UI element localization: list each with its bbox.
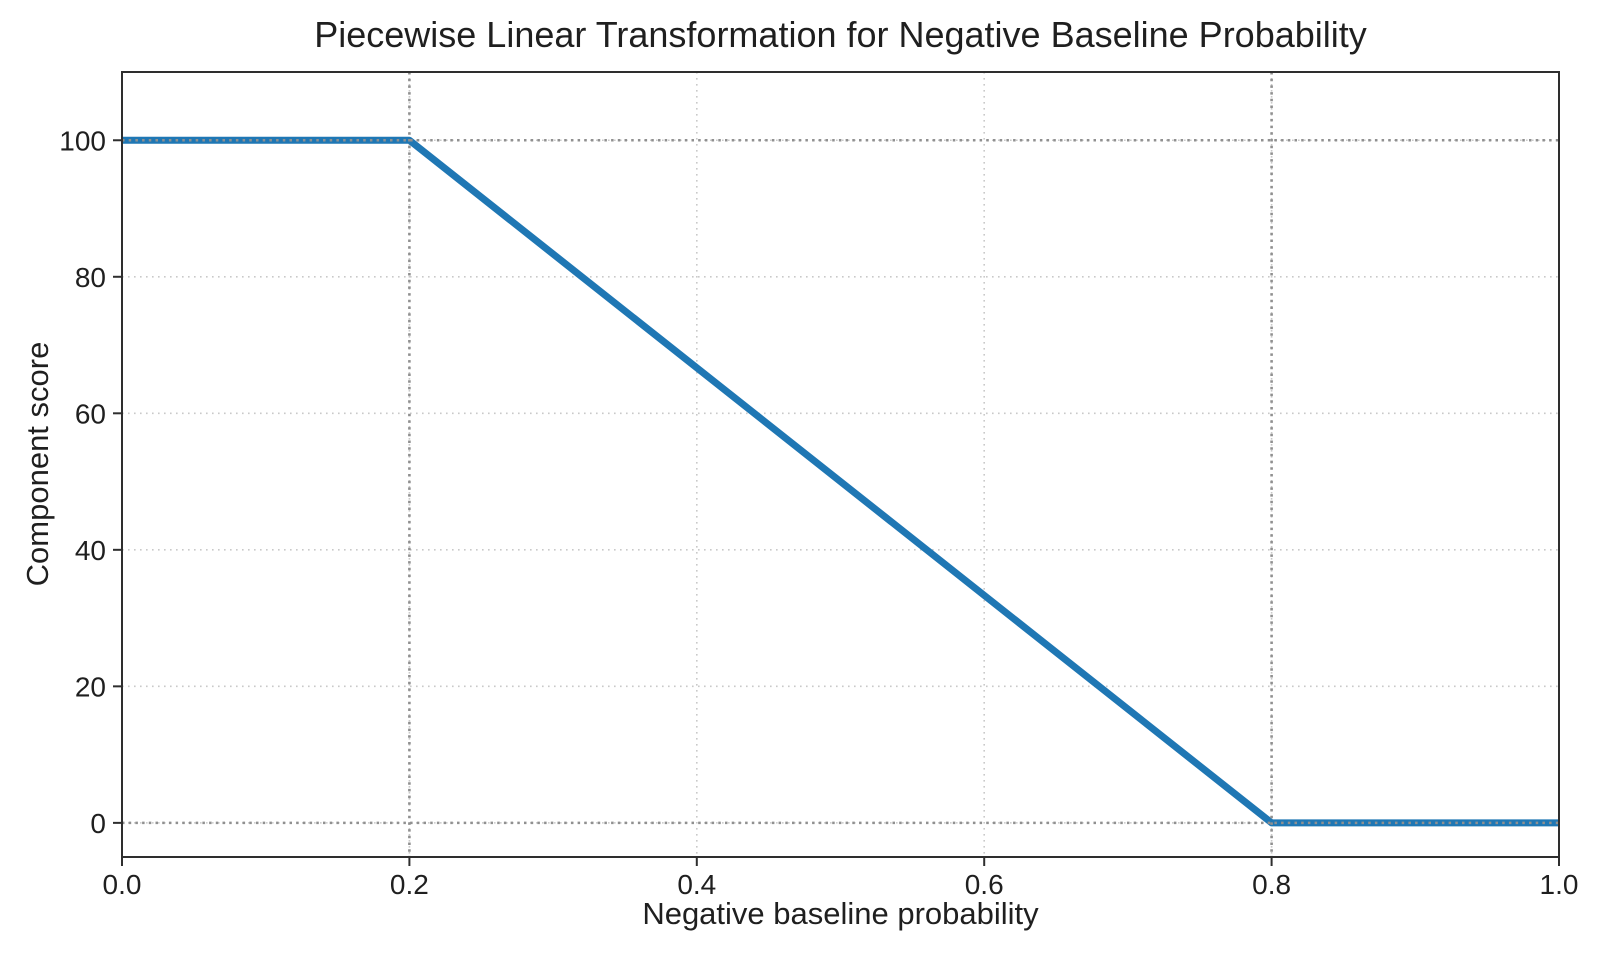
y-tick-label: 60	[75, 398, 106, 429]
x-tick-label: 0.4	[677, 869, 716, 900]
plot-border	[121, 71, 1560, 858]
x-tick-label: 0.6	[965, 869, 1004, 900]
x-tick-label: 0.0	[103, 869, 142, 900]
data-line-component-score-transform	[122, 136, 1559, 827]
y-tick-label: 80	[75, 262, 106, 293]
y-tick-label: 20	[75, 671, 106, 702]
x-tick-label: 0.2	[390, 869, 429, 900]
x-tick-label: 1.0	[1540, 869, 1579, 900]
y-tick-label: 0	[90, 808, 106, 839]
y-tick-label: 40	[75, 535, 106, 566]
y-tick-label: 100	[59, 125, 106, 156]
x-axis-label: Negative baseline probability	[642, 896, 1039, 931]
chart-title: Piecewise Linear Transformation for Nega…	[314, 14, 1367, 55]
x-tick-label: 0.8	[1252, 869, 1291, 900]
y-axis-label: Component score	[20, 341, 55, 587]
